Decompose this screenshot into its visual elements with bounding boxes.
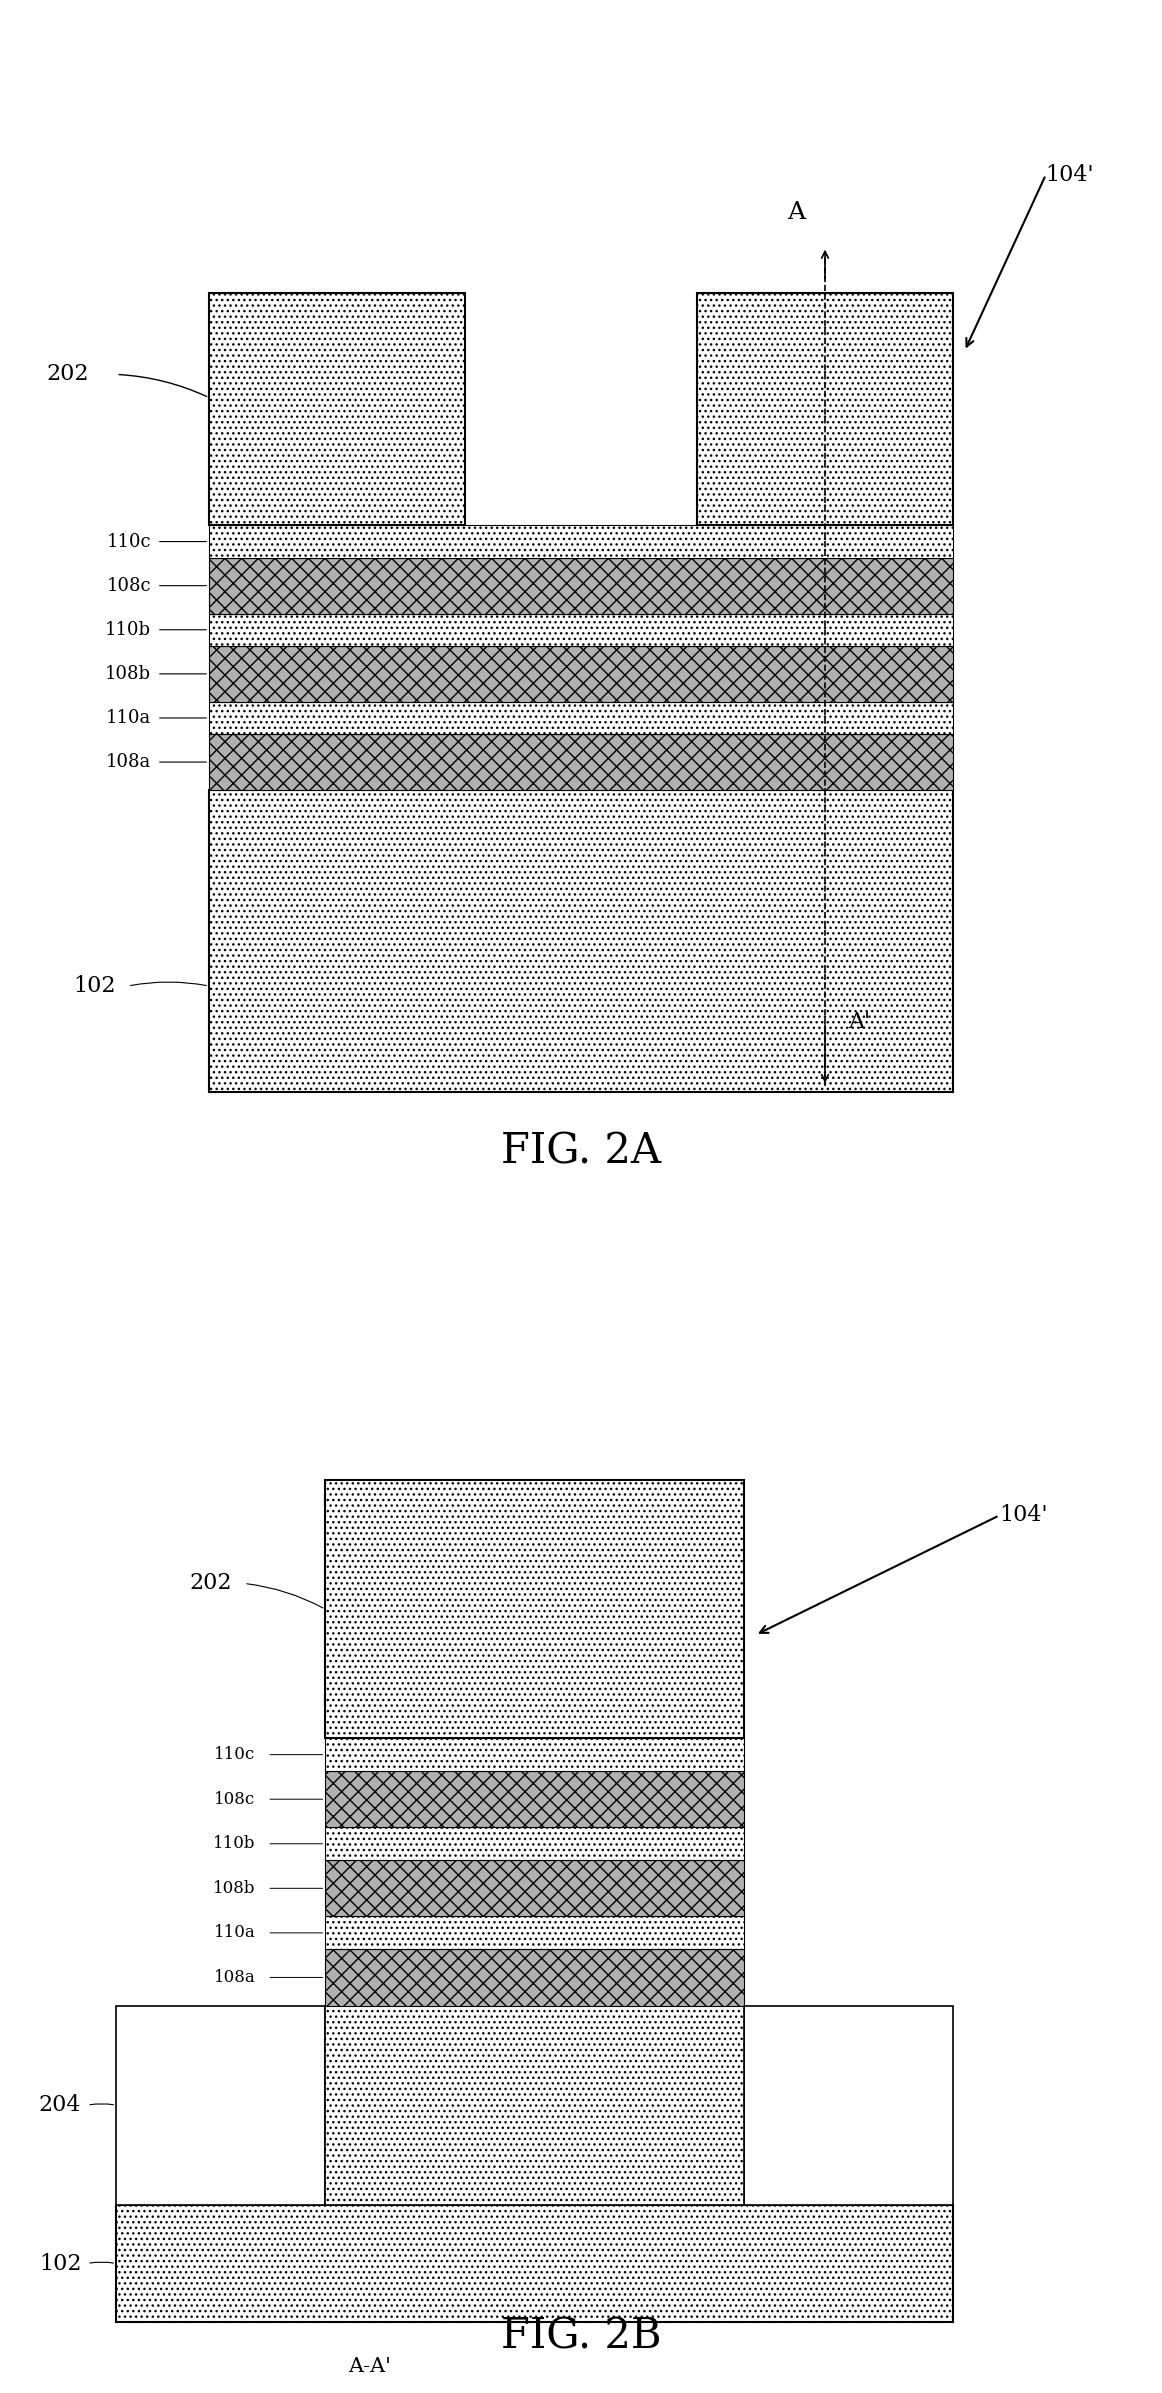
Bar (325, 1917, 744, 1950)
Text: 110a: 110a (214, 1924, 256, 1941)
Bar (209, 701, 953, 735)
Text: 102: 102 (73, 974, 116, 998)
Text: 204: 204 (38, 2094, 81, 2115)
Text: 110a: 110a (106, 708, 151, 727)
Text: 110b: 110b (105, 620, 151, 639)
Bar (209, 526, 953, 558)
Text: 202: 202 (46, 364, 89, 385)
Bar (744, 2005, 953, 2204)
Bar (325, 1481, 744, 1737)
Text: 104': 104' (1046, 163, 1095, 187)
Bar (209, 613, 953, 646)
Bar (325, 1771, 744, 1828)
Bar (116, 2005, 325, 2204)
Bar (209, 790, 953, 1091)
Bar (325, 2005, 744, 2204)
Text: FIG. 2B: FIG. 2B (501, 2316, 661, 2357)
Bar (325, 1950, 744, 2005)
Bar (325, 1737, 744, 1771)
Text: A': A' (848, 1012, 870, 1034)
Bar (116, 2204, 953, 2321)
Text: 110c: 110c (107, 534, 151, 550)
Text: 108c: 108c (107, 577, 151, 596)
Text: 102: 102 (38, 2252, 81, 2273)
Text: 108a: 108a (106, 754, 151, 771)
Bar (209, 646, 953, 701)
Text: A-A': A-A' (349, 2357, 392, 2376)
Text: 108c: 108c (215, 1790, 256, 1807)
Bar (325, 1828, 744, 1859)
Bar (209, 294, 465, 526)
Text: 104': 104' (999, 1505, 1048, 1527)
Bar (209, 558, 953, 613)
Text: 202: 202 (189, 1572, 232, 1594)
Text: 110b: 110b (213, 1835, 256, 1852)
Bar (697, 294, 953, 526)
Text: 108b: 108b (105, 665, 151, 682)
Text: A: A (787, 201, 805, 223)
Bar (325, 1859, 744, 1917)
Bar (209, 735, 953, 790)
Text: 108b: 108b (213, 1881, 256, 1898)
Text: 108a: 108a (214, 1969, 256, 1986)
Text: 110c: 110c (215, 1747, 256, 1764)
Text: FIG. 2A: FIG. 2A (501, 1132, 661, 1173)
